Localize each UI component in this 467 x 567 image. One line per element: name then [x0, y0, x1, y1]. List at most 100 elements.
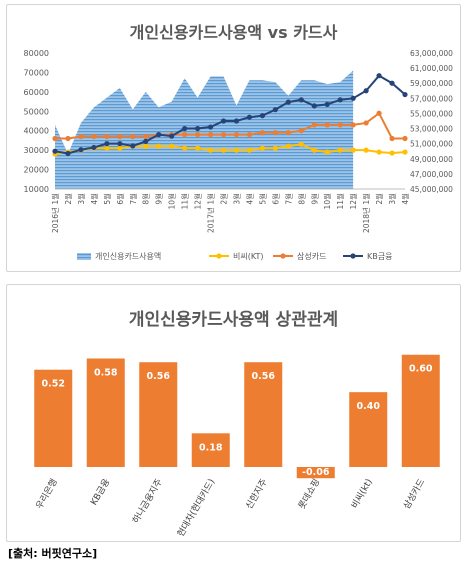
data-point — [156, 132, 162, 138]
x-tick-label: 11월 — [335, 193, 345, 210]
data-point — [350, 147, 356, 153]
data-label: 0.60 — [409, 364, 433, 375]
data-point — [130, 133, 136, 140]
chart-title: 개인신용카드사용액 상관관계 — [128, 310, 339, 330]
series-line-삼성카드 — [55, 111, 405, 140]
data-label: 0.56 — [252, 371, 276, 382]
data-point — [337, 147, 343, 153]
data-point — [233, 118, 240, 124]
data-point — [272, 130, 278, 136]
data-point — [220, 132, 227, 138]
data-point — [91, 133, 97, 140]
x-tick-label: 7월 — [128, 193, 138, 205]
data-point — [143, 138, 149, 144]
y-left-tick-label: 80000 — [24, 49, 49, 58]
x-tick-label: 9월 — [154, 193, 164, 205]
data-point — [246, 147, 253, 153]
x-tick-label: 2018년 1월 — [361, 193, 371, 233]
data-point — [311, 147, 317, 153]
y-left-tick-label: 30000 — [24, 146, 49, 155]
x-tick-label: 8월 — [141, 193, 151, 205]
data-point — [156, 143, 162, 149]
legend-label: 비씨(KT) — [233, 252, 263, 261]
category-label: 신한지주 — [244, 477, 270, 511]
data-point — [285, 143, 291, 149]
y-right-tick-label: 49,000,000 — [410, 155, 453, 164]
data-point — [285, 99, 291, 105]
data-point — [65, 135, 71, 142]
x-tick-label: 2월 — [219, 193, 229, 205]
data-point — [78, 133, 84, 140]
category-label: 현대차(현대카드) — [174, 477, 217, 539]
data-point — [363, 88, 369, 94]
data-point — [376, 110, 382, 116]
bar — [244, 362, 283, 467]
data-point — [363, 147, 369, 153]
y-right-tick-label: 53,000,000 — [410, 125, 453, 134]
category-label: 우리은행 — [33, 477, 60, 512]
y-left-tick-label: 70000 — [24, 68, 49, 77]
bar — [296, 467, 335, 479]
data-label: 0.56 — [147, 371, 171, 382]
category-label: KB금융 — [89, 477, 113, 507]
legend-label: 개인신용카드사용액 — [95, 251, 161, 261]
x-tick-label: 9월 — [309, 193, 319, 205]
data-point — [389, 80, 395, 86]
bar — [34, 369, 73, 467]
y-left-tick-label: 20000 — [24, 166, 49, 175]
data-point — [259, 145, 266, 151]
data-label: 0.40 — [357, 401, 381, 412]
x-tick-label: 2016년 1월 — [50, 193, 60, 233]
y-left-tick-label: 40000 — [24, 127, 49, 136]
data-point — [182, 145, 188, 151]
data-point — [389, 150, 395, 156]
y-left-tick-label: 50000 — [24, 107, 49, 116]
data-point — [402, 135, 408, 142]
data-point — [194, 145, 201, 151]
data-point — [220, 118, 227, 124]
x-tick-label: 7월 — [283, 193, 293, 205]
data-point — [376, 149, 382, 155]
x-tick-label: 6월 — [270, 193, 280, 205]
data-point — [182, 132, 188, 138]
x-tick-label: 2월 — [374, 193, 384, 205]
x-tick-label: 10월 — [167, 193, 177, 210]
data-point — [259, 113, 266, 119]
x-tick-label: 3월 — [387, 193, 397, 205]
bar-chart-panel: 개인신용카드사용액 상관관계 0.52 우리은행 0.58 KB금융 0.56 하나금융지… — [6, 284, 461, 542]
legend-marker — [216, 253, 222, 259]
x-tick-label: 8월 — [296, 193, 306, 205]
data-point — [324, 149, 330, 155]
data-point — [246, 114, 253, 120]
data-point — [143, 143, 149, 149]
x-tick-label: 3월 — [76, 193, 86, 205]
category-label: 비씨(kt) — [349, 477, 375, 510]
data-point — [194, 125, 201, 132]
data-point — [117, 133, 123, 140]
bar — [401, 354, 440, 467]
y-right-tick-label: 55,000,000 — [410, 109, 453, 118]
y-right-tick-label: 63,000,000 — [410, 49, 453, 58]
x-tick-label: 4월 — [89, 193, 99, 205]
x-tick-label: 11월 — [180, 193, 190, 210]
data-point — [220, 147, 227, 153]
x-tick-label: 2017년 1월 — [206, 193, 216, 233]
data-point — [130, 143, 136, 149]
series-line-KB금융 — [54, 74, 406, 155]
x-tick-label: 4월 — [244, 193, 254, 205]
data-point — [337, 122, 343, 128]
data-point — [272, 107, 278, 113]
x-tick-label: 4월 — [400, 193, 410, 205]
category-label: 롯데쇼핑 — [296, 477, 322, 511]
x-tick-label: 5월 — [102, 193, 112, 205]
legend-marker — [280, 253, 286, 259]
data-point — [272, 145, 278, 151]
data-point — [363, 120, 369, 126]
x-tick-label: 10월 — [322, 193, 332, 210]
legend-marker — [350, 253, 356, 259]
data-point — [182, 125, 188, 132]
y-right-tick-label: 45,000,000 — [410, 185, 453, 194]
data-point — [143, 133, 149, 140]
x-tick-label: 3월 — [231, 193, 241, 205]
legend-label: KB금융 — [367, 252, 392, 261]
